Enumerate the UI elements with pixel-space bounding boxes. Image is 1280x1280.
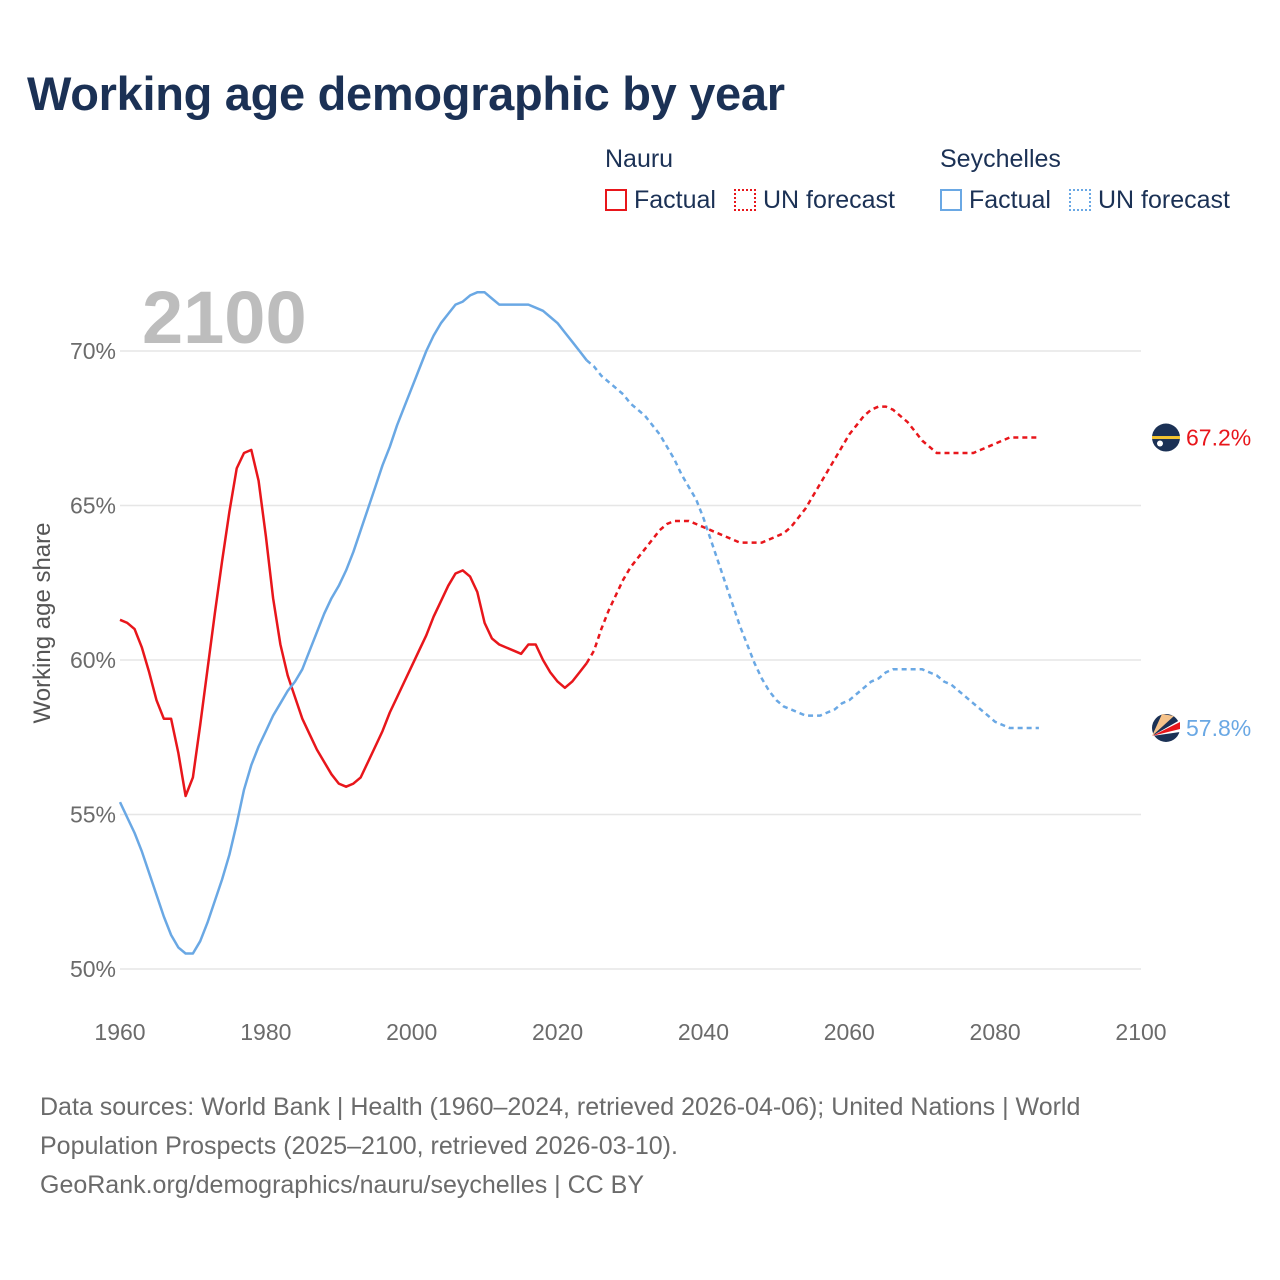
x-tick-label: 2100 [1115,1019,1166,1045]
legend-item-seychelles-forecast[interactable]: UN forecast [1068,185,1230,215]
x-tick-label: 2060 [824,1019,875,1045]
legend-group-nauru: Nauru Factual UN forecast [605,143,913,215]
legend-item-nauru-factual[interactable]: Factual [605,185,716,215]
y-tick-label: 65% [70,493,116,519]
legend-item-seychelles-factual[interactable]: Factual [940,185,1051,215]
legend-swatch-nauru-factual [605,189,627,211]
year-watermark: 2100 [142,276,307,359]
chart-title: Working age demographic by year [27,67,785,120]
legend-heading-seychelles: Seychelles [940,145,1061,173]
x-tick-label: 1960 [94,1019,145,1045]
seychelles-flag-icon [1152,713,1180,742]
seychelles-forecast-line [585,359,1039,730]
x-axis-ticks: 1960 1980 2000 2020 2040 2060 2080 2100 [94,1019,1166,1045]
gridlines [120,350,1141,970]
y-axis-ticks: 50% 55% 60% 65% 70% [70,338,116,982]
legend-group-seychelles: Seychelles Factual UN forecast [940,143,1248,215]
y-axis-label: Working age share [29,523,56,724]
x-tick-label: 2080 [970,1019,1021,1045]
end-label-seychelles: 57.8% [1186,715,1251,741]
y-tick-label: 50% [70,956,116,982]
footer-sources: Data sources: World Bank | Health (1960–… [40,1088,1240,1205]
legend-label-seychelles-factual: Factual [969,186,1051,214]
x-tick-label: 2000 [386,1019,437,1045]
series-lines [118,291,1039,955]
legend-label-seychelles-forecast: UN forecast [1097,186,1230,214]
legend-label-nauru-forecast: UN forecast [762,186,895,214]
x-tick-label: 2040 [678,1019,729,1045]
legend-heading-nauru: Nauru [605,145,674,173]
end-label-nauru: 67.2% [1186,425,1251,451]
legend-item-nauru-forecast[interactable]: UN forecast [733,185,895,215]
legend-swatch-nauru-forecast [733,189,756,211]
footer-line-3[interactable]: GeoRank.org/demographics/nauru/seychelle… [40,1171,645,1199]
line-chart: 2100 50% 55% 60% 65% 70% 1960 1980 2000 2020 204… [29,276,1251,1045]
seychelles-factual-line [118,291,588,955]
y-tick-label: 70% [70,338,116,364]
legend-label-nauru-factual: Factual [634,186,716,214]
nauru-factual-line [119,448,588,798]
legend-swatch-seychelles-factual [940,189,962,211]
y-tick-label: 55% [70,802,116,828]
footer-line-1: Data sources: World Bank | Health (1960–… [40,1093,1081,1121]
end-markers [1152,423,1180,742]
legend-swatch-seychelles-forecast [1068,189,1091,211]
nauru-forecast-line [585,405,1039,664]
nauru-flag-icon [1152,423,1180,452]
x-tick-label: 2020 [532,1019,583,1045]
x-tick-label: 1980 [240,1019,291,1045]
y-tick-label: 60% [70,647,116,673]
footer-line-2: Population Prospects (2025–2100, retriev… [40,1132,678,1160]
